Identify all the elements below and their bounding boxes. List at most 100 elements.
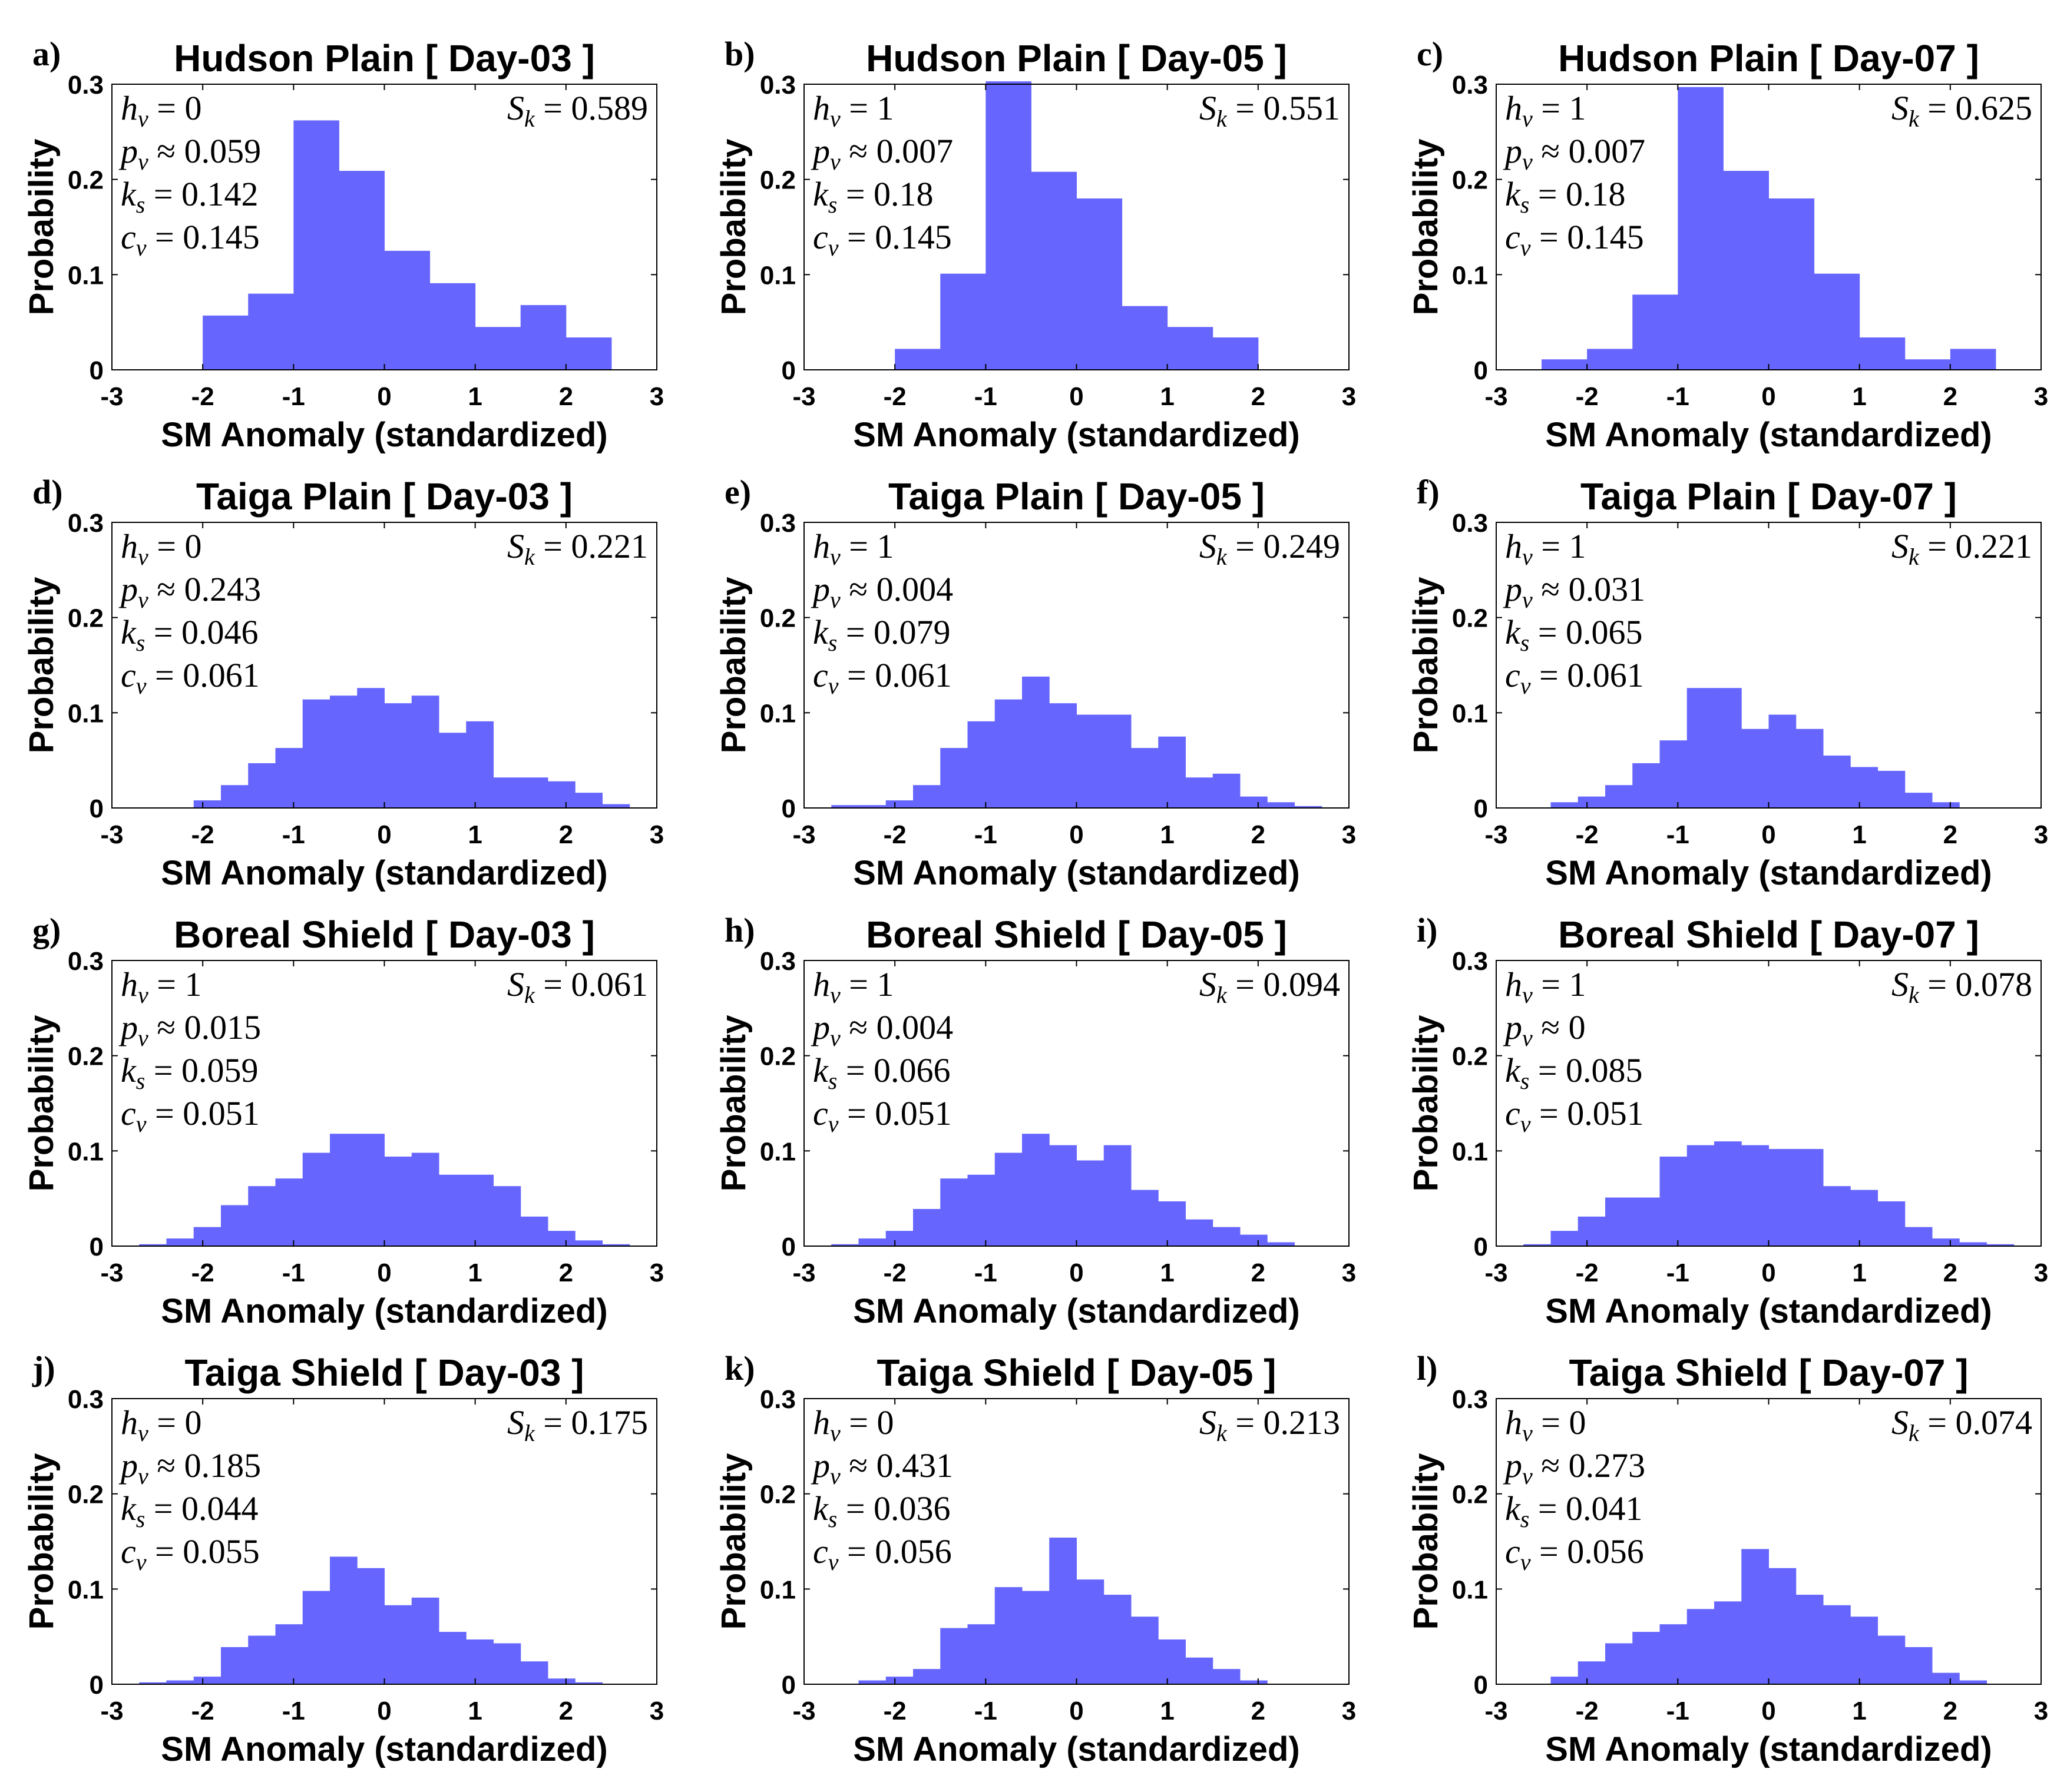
- y-tick-label: 0.2: [760, 1042, 796, 1071]
- x-tick-label: 1: [1160, 820, 1174, 849]
- x-tick-label: -3: [100, 382, 123, 411]
- histogram-bar: [1768, 714, 1797, 808]
- histogram-bar: [139, 1244, 167, 1246]
- histogram-panel-g: -3 -2 -1 0 1 2 3 0 0.1 0.2 0.3 Boreal Shield [ Day-…: [22, 911, 664, 1330]
- stat-pv: pv ≈ 0.007: [811, 132, 953, 175]
- histogram-bar: [1986, 1244, 2015, 1246]
- histogram-bar: [493, 1643, 521, 1684]
- y-tick-label: 0.2: [1452, 1042, 1488, 1071]
- x-axis-label: SM Anomaly (standardized): [161, 854, 607, 892]
- histogram-bar: [1659, 1624, 1688, 1684]
- histogram-bar: [1714, 1141, 1742, 1246]
- histogram-bar: [411, 695, 439, 808]
- panel-title: Boreal Shield [ Day-07 ]: [1558, 913, 1979, 956]
- stat-pv: pv ≈ 0.031: [1503, 570, 1645, 613]
- histogram-bar: [575, 793, 603, 808]
- histogram-bar: [858, 805, 887, 808]
- y-axis-label: Probability: [22, 1015, 61, 1192]
- histogram-bar: [1212, 337, 1259, 370]
- histogram-bar: [1850, 1190, 1878, 1246]
- panel-title: Taiga Plain [ Day-03 ]: [196, 475, 573, 518]
- stat-pv: pv ≈ 0.004: [811, 1008, 953, 1051]
- histogram-bar: [1741, 728, 1769, 808]
- stat-pv: pv ≈ 0: [1503, 1008, 1586, 1051]
- histogram-bar: [429, 283, 476, 370]
- x-tick-label: 1: [468, 820, 482, 849]
- x-tick-label: 1: [1160, 1258, 1174, 1287]
- histogram-panel-f: -3 -2 -1 0 1 2 3 0 0.1 0.2 0.3 Taiga Plain [ Day-07…: [1407, 473, 2048, 892]
- y-tick-label: 0.3: [68, 1385, 104, 1414]
- stat-hv: hv = 0: [121, 527, 201, 570]
- x-tick-label: -3: [100, 1258, 123, 1287]
- x-axis-label: SM Anomaly (standardized): [161, 416, 607, 454]
- x-tick-label: 2: [559, 820, 573, 849]
- histogram-bar: [1950, 349, 1996, 370]
- stat-hv: hv = 1: [813, 89, 894, 132]
- histogram-bar: [1932, 1238, 1960, 1246]
- x-tick-label: 3: [650, 1258, 664, 1287]
- x-tick-label: 2: [559, 1697, 573, 1725]
- histogram-bar: [520, 1216, 548, 1246]
- panel-label: k): [725, 1349, 755, 1387]
- histogram-bar: [1932, 1672, 1960, 1684]
- stat-sk: Sk = 0.589: [507, 89, 648, 132]
- histogram-bar: [1185, 777, 1213, 808]
- histogram-bar: [1741, 1145, 1769, 1246]
- histogram-bar: [357, 1134, 385, 1246]
- y-tick-label: 0.3: [68, 947, 104, 976]
- y-tick-label: 0.1: [1452, 261, 1488, 290]
- histogram-bar: [1158, 736, 1186, 808]
- x-tick-label: -2: [191, 1697, 214, 1725]
- histogram-bar: [1542, 359, 1588, 370]
- histogram-bar: [913, 1208, 941, 1246]
- histogram-bar: [1577, 1216, 1606, 1246]
- histogram-panel-b: -3 -2 -1 0 1 2 3 0 0.1 0.2 0.3 Hudson Plain [ Day-0…: [715, 35, 1356, 454]
- x-tick-label: 0: [377, 1697, 391, 1725]
- stat-cv: cv = 0.056: [813, 1532, 952, 1575]
- panel-label: l): [1417, 1349, 1437, 1387]
- x-tick-label: 1: [1160, 382, 1174, 411]
- stat-pv: pv ≈ 0.243: [118, 570, 261, 613]
- histogram-bar: [1850, 767, 1878, 808]
- x-axis-label: SM Anomaly (standardized): [161, 1730, 607, 1768]
- histogram-panel-k: -3 -2 -1 0 1 2 3 0 0.1 0.2 0.3 Taiga Shield [ Day-0…: [715, 1349, 1356, 1768]
- x-tick-label: 3: [1342, 820, 1356, 849]
- y-tick-label: 0.3: [1452, 71, 1488, 100]
- x-axis-label: SM Anomaly (standardized): [853, 1730, 1299, 1768]
- histogram-bar: [1904, 1227, 1933, 1246]
- histogram-bar: [411, 1597, 439, 1684]
- y-tick-label: 0: [1474, 1671, 1488, 1700]
- panel-label: g): [32, 911, 61, 949]
- x-axis-label: SM Anomaly (standardized): [1545, 1730, 1992, 1768]
- histogram-bar: [302, 699, 330, 808]
- stat-ks: ks = 0.18: [813, 175, 934, 218]
- x-tick-label: -2: [191, 1258, 214, 1287]
- histogram-bar: [1723, 171, 1769, 370]
- y-tick-label: 0: [90, 794, 104, 823]
- histogram-bar: [203, 315, 249, 370]
- y-tick-label: 0.1: [760, 1137, 796, 1166]
- histogram-bar: [602, 804, 630, 808]
- histogram-bar: [193, 1677, 221, 1684]
- x-tick-label: -3: [792, 1258, 815, 1287]
- x-tick-label: 2: [1943, 1697, 1957, 1725]
- x-tick-label: -1: [974, 1258, 997, 1287]
- histogram-bar: [1212, 773, 1241, 808]
- histogram-bar: [1714, 1601, 1742, 1684]
- histogram-bar: [1904, 793, 1933, 808]
- stat-cv: cv = 0.055: [121, 1532, 260, 1575]
- x-tick-label: 0: [1761, 1697, 1775, 1725]
- x-tick-label: -1: [1666, 1697, 1689, 1725]
- histogram-bar: [1768, 198, 1815, 370]
- y-tick-label: 0.1: [760, 261, 796, 290]
- stat-cv: cv = 0.061: [1505, 656, 1644, 699]
- stat-ks: ks = 0.036: [813, 1489, 951, 1532]
- x-tick-label: 2: [1251, 382, 1265, 411]
- stat-ks: ks = 0.079: [813, 613, 951, 656]
- stat-cv: cv = 0.051: [121, 1094, 260, 1137]
- panel-title: Hudson Plain [ Day-05 ]: [866, 37, 1287, 80]
- histogram-bar: [357, 1568, 385, 1684]
- histogram-bar: [1049, 703, 1077, 808]
- histogram-bar: [1768, 1149, 1797, 1246]
